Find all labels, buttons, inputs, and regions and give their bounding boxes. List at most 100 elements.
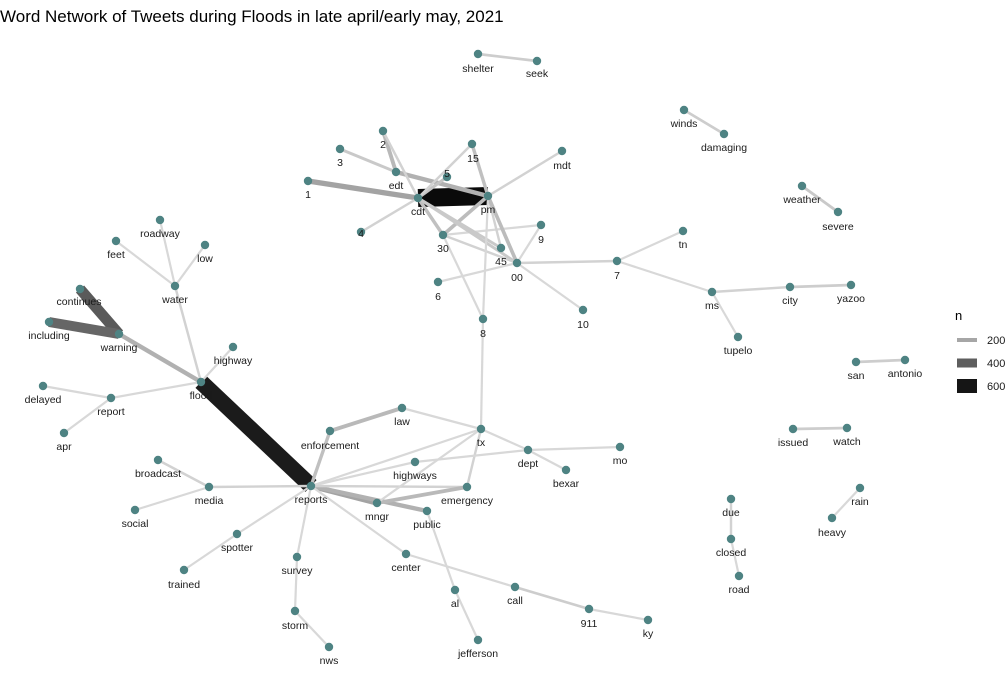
node-flood [196,377,206,387]
edge-storm-nws [294,610,330,648]
edge-closed-road [729,538,741,577]
node-label-weather: weather [782,194,821,206]
node-label-nws: nws [320,655,339,667]
node-15 [467,139,477,149]
node-label-rain: rain [851,496,869,508]
node-label-reports: reports [295,494,328,506]
node-label-issued: issued [778,437,809,449]
node-survey [292,552,302,562]
node-label-spotter: spotter [221,542,254,554]
node-label-911: 911 [581,618,598,630]
node-dept [523,445,533,455]
node-ms [707,287,717,297]
node-label-watch: watch [832,436,861,448]
node-tupelo [733,332,743,342]
edge-15-pm [470,143,490,197]
edge-public-al [425,510,457,591]
node-label-heavy: heavy [818,527,847,539]
node-label-7: 7 [614,270,620,282]
node-seek [532,56,542,66]
node-label-1: 1 [305,189,311,201]
edges-layer [42,52,906,648]
node-road [734,571,744,581]
node-30 [438,230,448,240]
node-label-emergency: emergency [441,495,494,507]
node-label-including: including [28,330,70,342]
node-label-public: public [413,519,440,531]
node-label-storm: storm [282,620,309,632]
edge-delayed-report [42,384,112,400]
node-8 [478,314,488,324]
legend-label-400: 400 [987,358,1005,370]
edge-broadcast-media [157,458,210,489]
node-10 [578,305,588,315]
node-label-feet: feet [107,249,125,261]
edge-including-warning [48,317,120,339]
node-trained [179,565,189,575]
edge-continues-warning [75,285,124,338]
edge-reports-center [310,485,407,555]
node-label-antonio: antonio [888,368,923,380]
node-label-shelter: shelter [462,63,494,75]
node-closed [726,534,736,544]
node-label-5: 5 [444,168,450,180]
node-label-tupelo: tupelo [724,345,753,357]
node-label-water: water [161,294,188,306]
legend-label-600: 600 [987,381,1005,393]
node-label-enforcement: enforcement [301,440,359,452]
node-water [170,281,180,291]
edge-weather-severe [801,184,839,214]
node-winds [679,105,689,115]
node-media [204,482,214,492]
edge-emergency-mngr [376,485,468,505]
edge-3-edt [339,147,397,174]
node-label-survey: survey [282,565,314,577]
edge-city-yazoo [789,283,852,289]
node-label-yazoo: yazoo [837,293,865,305]
node-label-ky: ky [643,628,654,640]
node-center [401,549,411,559]
node-label-city: city [782,295,799,307]
nodes-layer [38,49,910,652]
node-label-highways: highways [393,470,437,482]
node-label-tn: tn [679,239,688,251]
node-city [785,282,795,292]
node-edt [391,167,401,177]
edge-7-ms [616,259,713,294]
node-label-seek: seek [526,68,549,80]
edge-edt-pm [395,169,489,199]
node-mdt [557,146,567,156]
edge-reports-public [310,483,428,514]
node-al [450,585,460,595]
node-broadcast [153,455,163,465]
node-damaging [719,129,729,139]
node-label-damaging: damaging [701,142,747,154]
node-label-10: 10 [577,319,589,331]
node-apr [59,428,69,438]
node-2 [378,126,388,136]
edge-2-cdt [381,130,420,199]
node-ky [643,615,653,625]
edge-00-7 [516,259,618,265]
edge-shelter-seek [477,52,538,63]
node-label-6: 6 [435,291,441,303]
edge-dept-bexar [527,449,567,471]
edge-social-media [134,485,210,512]
node-label-road: road [728,584,749,596]
node-label-mo: mo [613,455,628,467]
node-highway [228,342,238,352]
node-1 [303,176,313,186]
node-rain [855,483,865,493]
node-highways [410,457,420,467]
legend-items: 200 400 600 [957,335,1005,393]
edge-reports-media [208,484,312,489]
edge-tx-8 [479,318,485,430]
node-label-3: 3 [337,157,343,169]
node-label-edt: edt [389,180,404,192]
edge-trained-spotter [183,533,238,571]
node-social [130,505,140,515]
edge-warning-flood [117,332,203,384]
node-reports [306,481,316,491]
edge-al-jefferson [454,589,479,641]
